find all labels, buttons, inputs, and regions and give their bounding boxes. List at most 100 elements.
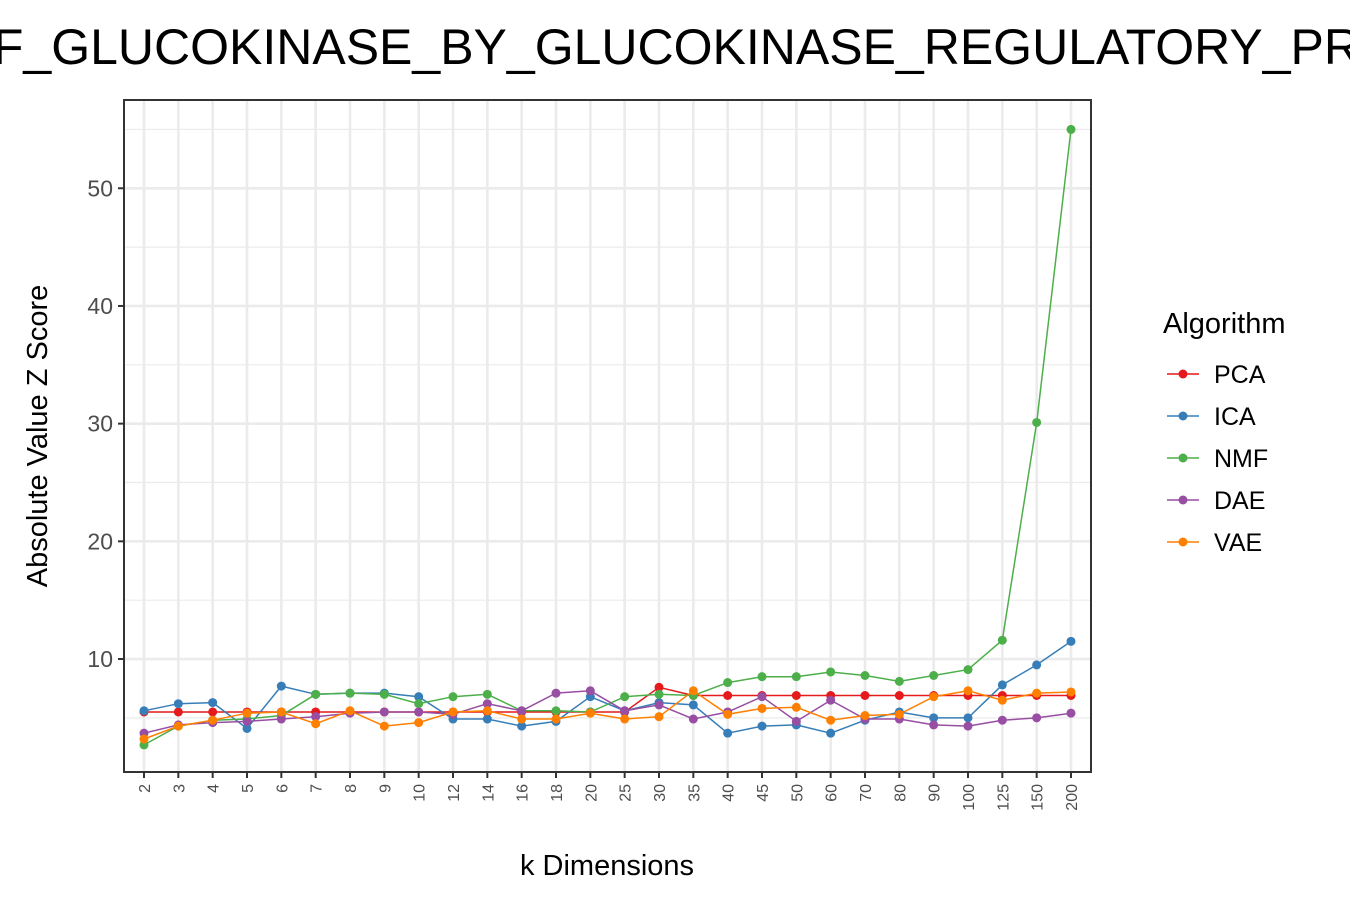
x-tick-label: 10 xyxy=(412,784,429,802)
data-point-nmf xyxy=(757,672,767,682)
y-tick-label: 20 xyxy=(87,528,113,554)
data-point-vae xyxy=(826,715,836,725)
data-point-ica xyxy=(173,699,183,709)
x-tick-label: 100 xyxy=(961,784,978,811)
legend-item-nmf: NMF xyxy=(1167,445,1268,473)
x-tick-label: 4 xyxy=(206,784,223,793)
y-tick-label: 30 xyxy=(87,411,113,437)
data-point-vae xyxy=(620,714,630,724)
x-tick-label: 50 xyxy=(789,784,806,802)
data-point-ica xyxy=(517,721,527,731)
data-point-dae xyxy=(997,715,1007,725)
data-point-pca xyxy=(791,691,801,701)
data-point-dae xyxy=(791,716,801,726)
data-point-nmf xyxy=(448,692,458,702)
data-point-nmf xyxy=(654,689,664,699)
x-tick-label: 30 xyxy=(652,784,669,802)
x-tick-label: 90 xyxy=(927,784,944,802)
legend-item-ica: ICA xyxy=(1167,403,1256,431)
series-line-pca xyxy=(144,686,1071,713)
data-point-nmf xyxy=(826,667,836,677)
x-tick-label: 16 xyxy=(515,784,532,802)
data-point-nmf xyxy=(345,688,355,698)
x-tick-label: 9 xyxy=(377,784,394,793)
legend-label: VAE xyxy=(1214,529,1262,557)
y-tick-label: 40 xyxy=(87,293,113,319)
data-point-vae xyxy=(208,715,218,725)
data-point-dae xyxy=(414,707,424,717)
legend-item-dae: DAE xyxy=(1167,487,1265,515)
legend-label: ICA xyxy=(1214,403,1256,431)
x-tick-label: 14 xyxy=(480,784,497,802)
data-point-vae xyxy=(894,709,904,719)
data-point-dae xyxy=(1032,713,1042,723)
data-point-ica xyxy=(276,681,286,691)
data-point-dae xyxy=(826,695,836,705)
data-point-vae xyxy=(929,692,939,702)
data-point-dae xyxy=(1066,708,1076,718)
data-point-dae xyxy=(551,688,561,698)
series-line-nmf xyxy=(143,129,1072,746)
data-point-ica xyxy=(139,706,149,716)
data-point-nmf xyxy=(1032,417,1042,427)
data-point-vae xyxy=(757,703,767,713)
data-point-nmf xyxy=(551,706,561,716)
data-point-dae xyxy=(929,720,939,730)
legend-label: DAE xyxy=(1214,487,1265,515)
data-point-pca xyxy=(654,682,664,692)
data-point-vae xyxy=(860,711,870,721)
data-point-ica xyxy=(242,723,252,733)
x-tick-label: 60 xyxy=(824,784,841,802)
y-axis: 10 20 30 40 50 xyxy=(87,175,124,672)
data-point-vae xyxy=(585,708,595,718)
data-point-vae xyxy=(688,686,698,696)
x-tick-label: 18 xyxy=(549,784,566,802)
data-point-dae xyxy=(311,712,321,722)
data-point-ica xyxy=(723,728,733,738)
data-point-ica xyxy=(929,713,939,723)
legend-key-point xyxy=(1178,495,1188,505)
data-point-vae xyxy=(379,721,389,731)
x-tick-label: 3 xyxy=(171,784,188,793)
x-tick-label: 35 xyxy=(686,784,703,802)
x-tick-label: 150 xyxy=(1030,784,1047,811)
legend-item-vae: VAE xyxy=(1167,529,1262,557)
legend: Algorithm PCA ICA NMF DAE VAE xyxy=(1163,308,1286,557)
data-point-dae xyxy=(517,706,527,716)
x-tick-label: 80 xyxy=(892,784,909,802)
data-point-vae xyxy=(517,714,527,724)
x-tick-label: 7 xyxy=(309,784,326,793)
data-point-ica xyxy=(826,728,836,738)
data-point-ica xyxy=(1032,660,1042,670)
data-point-vae xyxy=(276,707,286,717)
data-point-pca xyxy=(894,691,904,701)
data-point-dae xyxy=(482,699,492,709)
x-axis-title: k Dimensions xyxy=(520,850,694,882)
data-point-nmf xyxy=(723,678,733,688)
series-vae xyxy=(139,686,1076,744)
x-tick-label: 2 xyxy=(137,784,154,793)
data-point-vae xyxy=(242,708,252,718)
data-point-dae xyxy=(620,706,630,716)
plot-panel-border xyxy=(123,99,1092,773)
legend-key-point xyxy=(1178,537,1188,547)
data-point-pca xyxy=(208,707,218,717)
data-point-ica xyxy=(1066,636,1076,646)
plot-panel xyxy=(124,100,1091,772)
data-point-dae xyxy=(688,714,698,724)
data-point-dae xyxy=(242,716,252,726)
x-tick-label: 25 xyxy=(618,784,635,802)
data-point-vae xyxy=(345,706,355,716)
data-point-vae xyxy=(551,714,561,724)
x-tick-label: 70 xyxy=(858,784,875,802)
legend-key-point xyxy=(1178,369,1188,379)
x-tick-label: 8 xyxy=(343,784,360,793)
data-point-vae xyxy=(173,721,183,731)
data-point-vae xyxy=(414,718,424,728)
x-axis: 2 3 4 5 6 7 8 9 10 12 14 16 18 20 25 30 35 40 45 50 60 70 80 90… xyxy=(137,772,1081,811)
y-tick-label: 50 xyxy=(87,175,113,201)
data-point-nmf xyxy=(311,689,321,699)
data-point-vae xyxy=(311,719,321,729)
x-tick-label: 12 xyxy=(446,784,463,802)
